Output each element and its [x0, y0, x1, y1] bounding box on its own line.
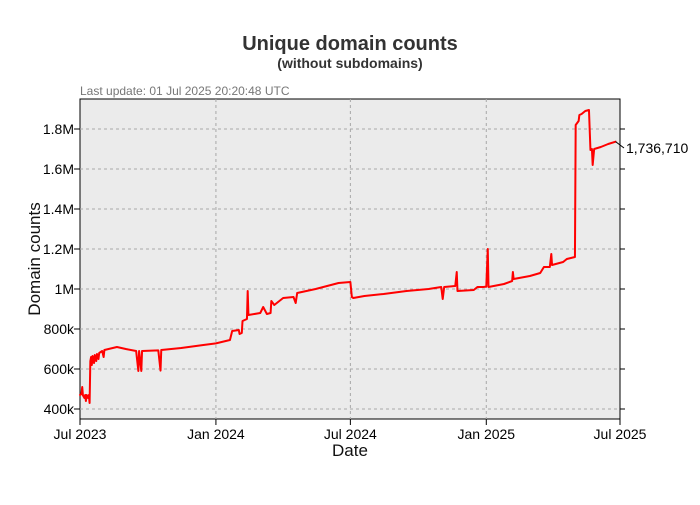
y-tick-label: 1.8M: [43, 121, 74, 137]
y-tick-label: 1M: [55, 281, 74, 297]
last-update-text: Last update: 01 Jul 2025 20:20:48 UTC: [80, 84, 290, 98]
x-tick-label: Jan 2025: [457, 426, 515, 442]
y-tick-label: 600k: [44, 361, 75, 377]
x-tick-label: Jan 2024: [187, 426, 245, 442]
y-tick-label: 800k: [44, 321, 75, 337]
x-tick-label: Jul 2023: [54, 426, 107, 442]
last-value-label: 1,736,710: [626, 140, 688, 156]
y-tick-label: 1.4M: [43, 201, 74, 217]
x-axis-title: Date: [332, 441, 368, 460]
y-tick-label: 1.2M: [43, 241, 74, 257]
chart-subtitle: (without subdomains): [277, 55, 422, 71]
y-tick-label: 400k: [44, 401, 75, 417]
x-tick-label: Jul 2025: [594, 426, 647, 442]
y-tick-label: 1.6M: [43, 161, 74, 177]
y-axis-title: Domain counts: [25, 202, 44, 315]
chart-title: Unique domain counts: [242, 33, 458, 55]
x-tick-label: Jul 2024: [324, 426, 377, 442]
